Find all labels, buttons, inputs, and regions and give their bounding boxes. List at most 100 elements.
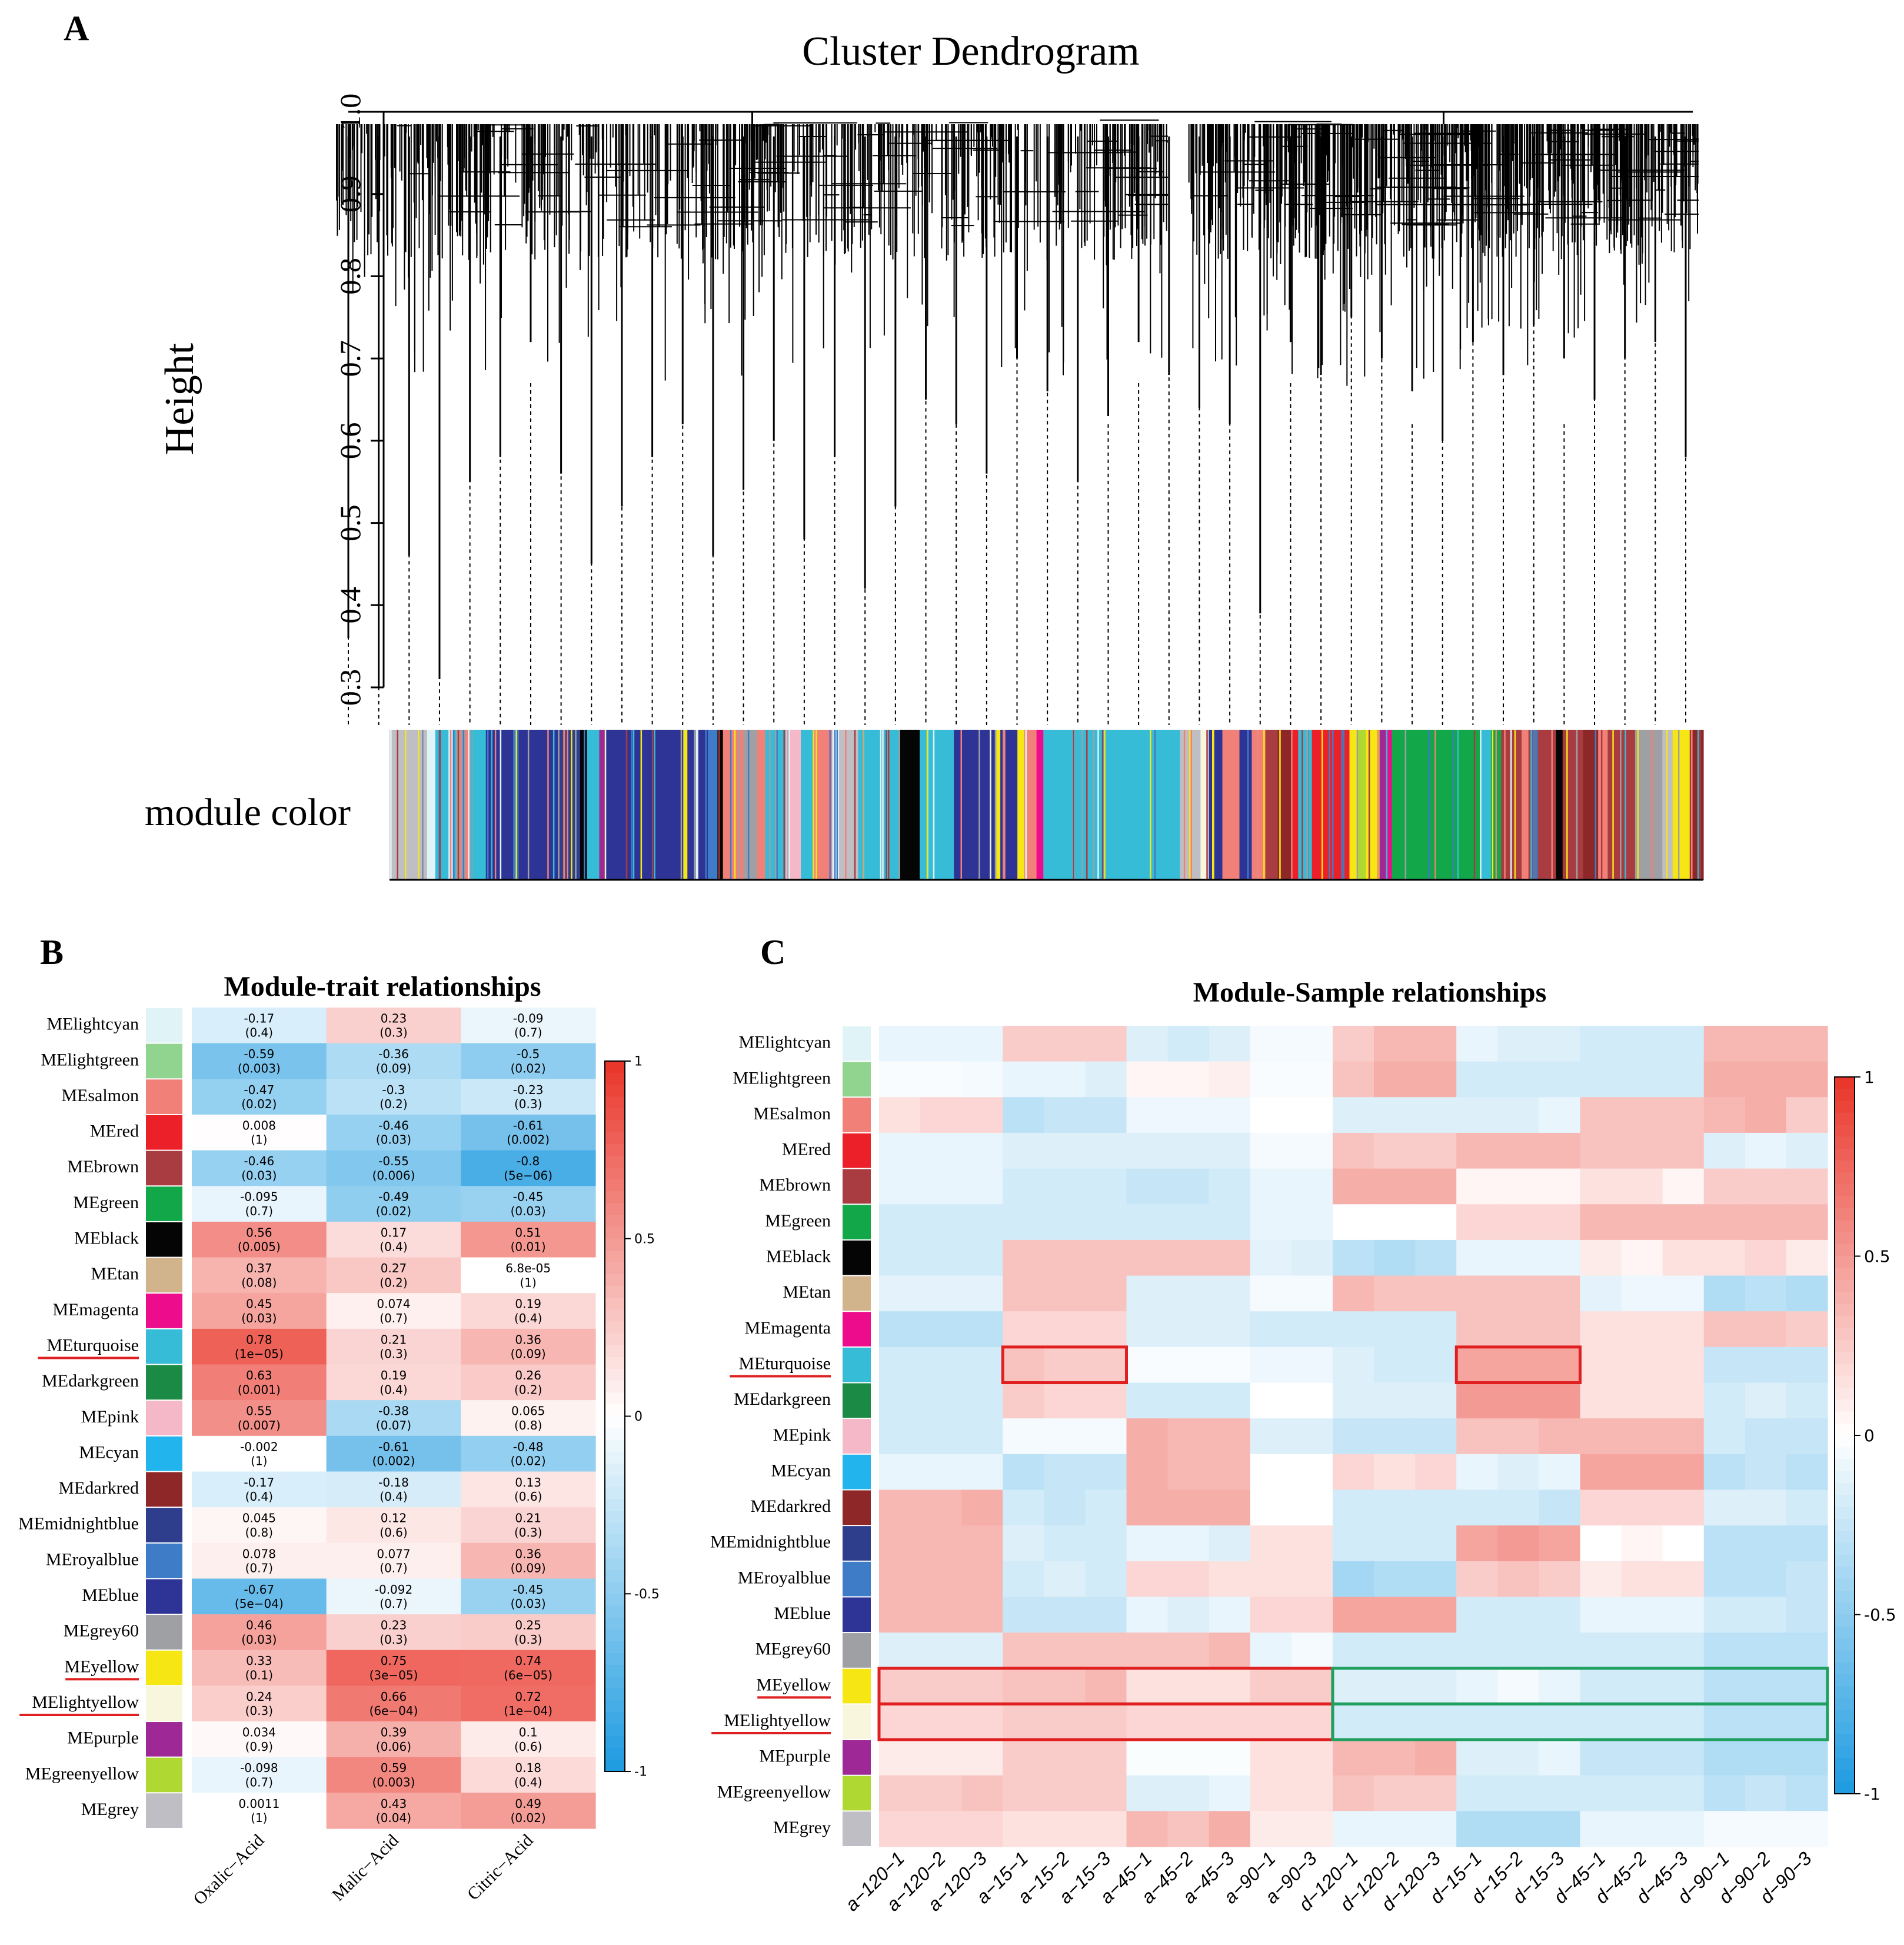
colorbar-segment (1835, 1555, 1855, 1568)
heatmap-cell (1085, 1311, 1127, 1348)
heatmap-cell (192, 1757, 327, 1793)
heatmap-cell (1003, 1454, 1044, 1491)
module-color-segment-salmon (757, 730, 766, 880)
cell-value-label: 0.25 (515, 1618, 541, 1633)
heatmap-cell (1745, 1489, 1787, 1526)
heatmap-cell (1786, 1026, 1828, 1062)
colorbar-segment (605, 1096, 625, 1109)
row-color-swatch (843, 1740, 871, 1775)
colorbar-tick-label: -1 (1864, 1784, 1880, 1804)
cell-pvalue-label: (0.2) (380, 1275, 407, 1289)
heatmap-cell (1497, 1704, 1539, 1740)
row-label: MEgrey (81, 1800, 139, 1819)
cell-value-label: -0.59 (244, 1047, 274, 1061)
module-color-stripe (880, 730, 882, 880)
module-color-segment-turquoise (1480, 730, 1492, 880)
module-color-stripe (730, 730, 732, 880)
module-color-stripe (697, 730, 698, 880)
heatmap-cell (1209, 1132, 1251, 1169)
heatmap-cell (326, 1471, 461, 1508)
heatmap-cell (1415, 1525, 1457, 1562)
row-label: MEyellow (756, 1675, 831, 1694)
heatmap-cell (1291, 1740, 1333, 1776)
module-color-stripe (604, 730, 605, 880)
module-color-stripe (769, 730, 771, 880)
cell-value-label: -0.45 (513, 1582, 544, 1597)
sample-heatmap-title: Module-Sample relationships (1193, 977, 1547, 1008)
row-color-swatch (843, 1633, 871, 1668)
heatmap-cell (1662, 1346, 1705, 1384)
cell-value-label: 0.33 (246, 1654, 272, 1668)
cell-value-label: -0.17 (244, 1011, 274, 1025)
heatmap-cell (1539, 1311, 1581, 1348)
heatmap-cell (1003, 1275, 1044, 1312)
colorbar-segment (1835, 1316, 1855, 1329)
heatmap-cell (1374, 1597, 1416, 1633)
colorbar-segment (1835, 1495, 1855, 1508)
heatmap-cell (1497, 1275, 1539, 1312)
colorbar-segment (605, 1369, 625, 1381)
heatmap-cell (1456, 1704, 1498, 1740)
heatmap-cell (1126, 1026, 1169, 1062)
colorbar-segment (1835, 1161, 1855, 1173)
colorbar-segment (1835, 1781, 1855, 1794)
row-color-swatch (843, 1811, 871, 1846)
y-axis-tick-label: 0.8 (334, 258, 367, 295)
heatmap-cell (1703, 1489, 1746, 1526)
heatmap-cell (1209, 1382, 1251, 1419)
heatmap-cell (1539, 1346, 1581, 1384)
heatmap-cell (1703, 1704, 1746, 1740)
heatmap-cell (1621, 1026, 1663, 1062)
heatmap-cell (461, 1364, 596, 1401)
heatmap-cell (1374, 1204, 1416, 1241)
heatmap-cell (1415, 1489, 1457, 1526)
heatmap-cell (1580, 1740, 1622, 1776)
module-color-stripe (738, 730, 740, 880)
colorbar-segment (1835, 1196, 1855, 1209)
heatmap-cell (961, 1418, 1003, 1455)
heatmap-cell (1291, 1097, 1333, 1133)
heatmap-cell (1745, 1026, 1787, 1062)
row-label: MElightcyan (46, 1015, 139, 1034)
module-color-segment-blue (1209, 730, 1223, 880)
heatmap-cell (1703, 1597, 1746, 1633)
heatmap-cell (192, 1507, 327, 1544)
heatmap-cell (326, 1221, 461, 1258)
module-color-stripe (1097, 730, 1099, 880)
row-color-swatch (843, 1419, 871, 1454)
row-color-swatch (146, 1686, 182, 1721)
module-color-stripe (1534, 730, 1536, 880)
cell-pvalue-label: (0.03) (511, 1597, 546, 1611)
module-color-stripe (1690, 730, 1693, 880)
heatmap-cell (1332, 1382, 1374, 1419)
heatmap-cell (1786, 1561, 1828, 1598)
heatmap-cell (461, 1435, 596, 1472)
module-color-strip (390, 730, 1704, 881)
heatmap-cell (1044, 1311, 1086, 1348)
heatmap-cell (1126, 1346, 1169, 1384)
heatmap-cell (1621, 1346, 1663, 1384)
module-color-segment-purple (599, 730, 605, 880)
module-color-stripe (1473, 730, 1476, 880)
heatmap-cell (1003, 1740, 1044, 1776)
heatmap-cell (1044, 1597, 1086, 1633)
heatmap-cell (1003, 1061, 1044, 1098)
heatmap-cell (1374, 1346, 1416, 1384)
cell-pvalue-label: (1) (251, 1811, 267, 1825)
module-color-stripe (1004, 730, 1006, 880)
heatmap-cell (1126, 1132, 1169, 1169)
module-color-stripe (1356, 730, 1359, 880)
heatmap-cell (192, 1257, 327, 1294)
heatmap-cell (879, 1704, 921, 1740)
heatmap-cell (1745, 1132, 1787, 1169)
module-color-stripe (1154, 730, 1156, 880)
heatmap-cell (326, 1114, 461, 1151)
row-label: MEblue (82, 1585, 139, 1605)
heatmap-cell (1580, 1633, 1622, 1669)
heatmap-cell (326, 1650, 461, 1686)
colorbar-segment (605, 1677, 625, 1689)
heatmap-cell (1044, 1561, 1086, 1598)
module-color-stripe (1081, 730, 1083, 880)
colorbar-segment (605, 1653, 625, 1665)
row-color-swatch (843, 1026, 871, 1061)
